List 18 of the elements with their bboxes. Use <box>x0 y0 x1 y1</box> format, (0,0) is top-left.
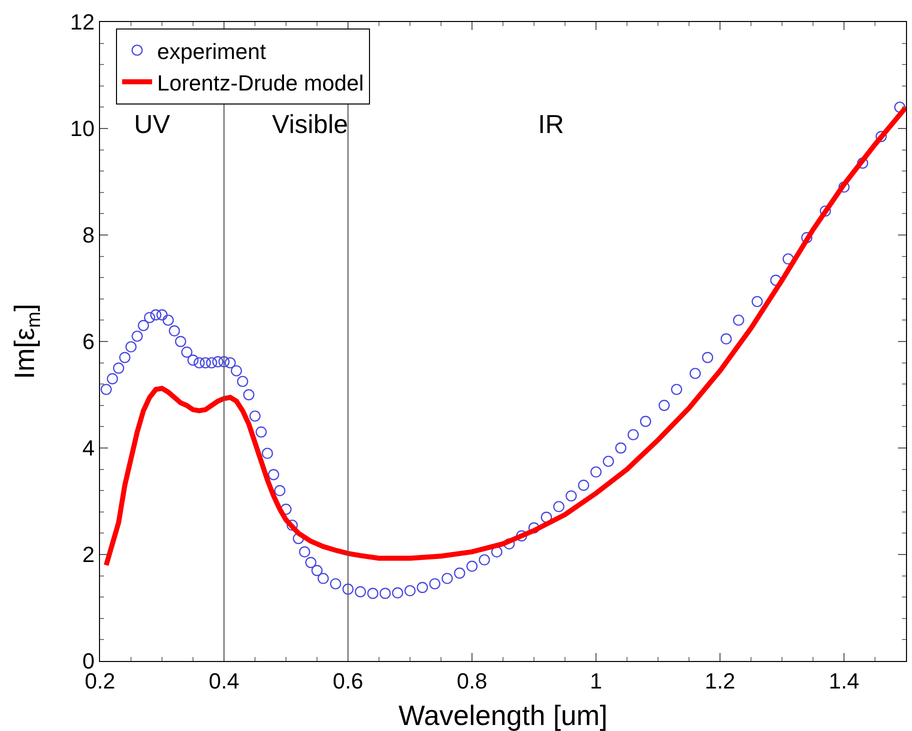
y-tick-label: 12 <box>70 10 95 35</box>
x-tick-label: 1.2 <box>704 668 736 694</box>
y-tick-label: 2 <box>82 542 95 568</box>
x-axis-title: Wavelength [um] <box>398 700 608 731</box>
y-tick-label: 8 <box>82 222 95 248</box>
annotation: UV <box>134 109 171 139</box>
x-tick-label: 0.6 <box>332 668 364 694</box>
y-tick-label: 4 <box>82 436 95 461</box>
legend-label: Lorentz-Drude model <box>157 70 364 96</box>
legend-label: experiment <box>157 38 266 64</box>
annotation: Visible <box>272 109 348 139</box>
x-tick-label: 1 <box>590 668 602 694</box>
x-tick-label: 1.4 <box>828 668 860 694</box>
x-tick-label: 0.4 <box>208 668 240 694</box>
y-tick-label: 6 <box>82 329 95 354</box>
annotation: IR <box>538 109 564 139</box>
y-tick-label: 10 <box>70 116 95 142</box>
x-tick-label: 0.8 <box>456 668 488 694</box>
